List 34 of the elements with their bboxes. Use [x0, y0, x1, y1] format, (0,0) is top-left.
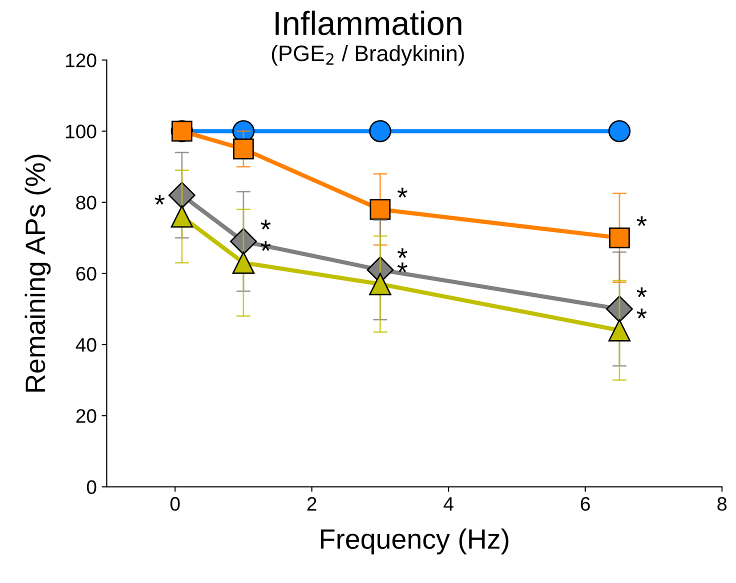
- point: [369, 120, 392, 142]
- point: [608, 120, 631, 142]
- chart-title: Inflammation: [276, 10, 462, 36]
- annotation: *: [636, 287, 647, 298]
- annotation: *: [154, 194, 165, 205]
- x-axis-title: Frequency (Hz): [320, 528, 508, 554]
- point: [609, 227, 630, 248]
- point: [233, 138, 254, 160]
- y-tick-label: 0: [86, 480, 96, 494]
- y-tick-label: 20: [76, 409, 96, 423]
- point: [369, 272, 392, 296]
- y-tick-label: 40: [76, 338, 96, 352]
- x-tick-label: 6: [580, 497, 590, 511]
- point: [232, 252, 255, 274]
- y-tick-label: 60: [76, 266, 96, 281]
- x-tick-label: 4: [444, 497, 454, 511]
- annotation: *: [397, 188, 408, 198]
- chart-subtitle: (PGE$_{2}$ / Bradykinin): [272, 44, 464, 66]
- point: [230, 228, 257, 255]
- x-tick-label: 2: [307, 497, 316, 511]
- x-tick-label: 8: [717, 497, 727, 511]
- point: [370, 198, 391, 220]
- y-tick-label: 120: [66, 54, 96, 68]
- annotation: *: [260, 220, 271, 230]
- annotation: *: [397, 248, 408, 258]
- y-tick-label: 100: [66, 124, 96, 138]
- annotation: *: [636, 216, 647, 226]
- point: [608, 319, 631, 342]
- y-axis-title: Remaining APs (%): [24, 154, 51, 392]
- point: [170, 205, 194, 228]
- annotation: *: [636, 308, 647, 318]
- annotation: *: [397, 262, 408, 272]
- y-tick-label: 80: [76, 196, 96, 210]
- x-tick-label: 0: [170, 497, 180, 511]
